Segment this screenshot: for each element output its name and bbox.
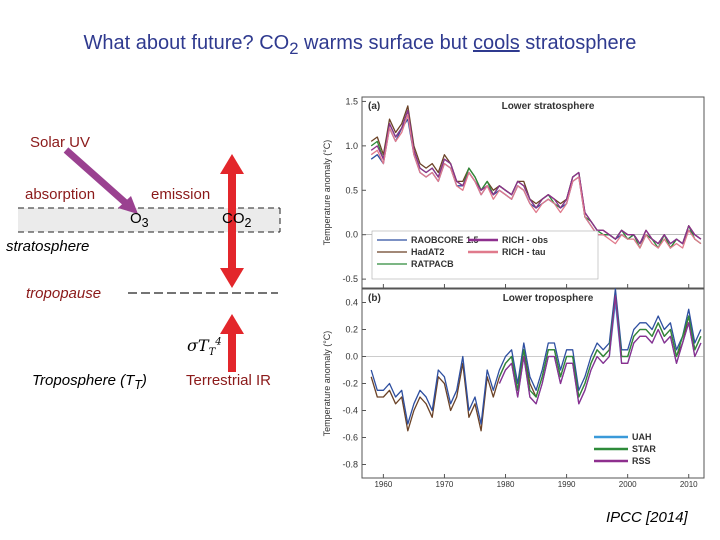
y-tick-label: 0.2 <box>345 325 358 335</box>
panel-title: Lower troposphere <box>503 293 594 304</box>
y-axis-label: Temperature anomaly (°C) <box>322 331 332 437</box>
legend-label: UAH <box>632 432 652 442</box>
y-tick-label: 1.0 <box>345 141 358 151</box>
legend-label: RATPACB <box>411 259 454 269</box>
solar-uv-label: Solar UV <box>30 134 91 151</box>
sigma-tt4-label: σTT4 <box>187 336 222 359</box>
legend-label: RSS <box>632 456 651 466</box>
y-tick-label: 0.4 <box>345 298 358 308</box>
y-tick-label: 0.5 <box>345 185 358 195</box>
x-tick-label: 2000 <box>619 480 637 489</box>
series-line-hadat2 <box>370 105 702 249</box>
tropopause-label: tropopause <box>26 285 102 302</box>
series-line-unnamed <box>370 288 702 425</box>
series-line-star <box>498 295 702 398</box>
x-tick-label: 1980 <box>497 480 515 489</box>
panel-label: (b) <box>368 293 381 304</box>
y-tick-label: -0.8 <box>342 460 358 470</box>
y-tick-label: -0.4 <box>342 406 358 416</box>
series-line-rich---obs <box>370 109 702 245</box>
terrestrial-ir-label: Terrestrial IR <box>186 372 272 389</box>
legend-label: RICH - obs <box>502 235 548 245</box>
y-tick-label: 0.0 <box>345 230 358 240</box>
emission-label: emission <box>151 186 211 203</box>
series-line-rss <box>498 295 702 405</box>
y-tick-label: -0.5 <box>342 274 358 284</box>
co2-label: CO2 <box>222 210 252 230</box>
legend-label: STAR <box>632 444 656 454</box>
y-tick-label: -0.2 <box>342 379 358 389</box>
solar-uv-arrow <box>63 147 131 208</box>
y-tick-label: 0.0 <box>345 352 358 362</box>
panel-frame <box>361 96 705 289</box>
absorption-label: absorption <box>25 186 96 203</box>
y-tick-label: -0.6 <box>342 433 358 443</box>
panel-title: Lower stratosphere <box>502 101 595 112</box>
o3-label: O3 <box>130 210 149 230</box>
series-line-ratpacb <box>370 109 702 249</box>
legend-label: HadAT2 <box>411 247 444 257</box>
y-axis-label: Temperature anomaly (°C) <box>322 140 332 246</box>
x-tick-label: 1990 <box>558 480 576 489</box>
legend-box <box>371 230 599 280</box>
stratosphere-band <box>18 208 280 232</box>
troposphere-label: Troposphere (TT) <box>32 372 147 392</box>
legend-label: RAOBCORE 1.5 <box>411 235 479 245</box>
x-tick-label: 1970 <box>436 480 454 489</box>
panel-label: (a) <box>368 101 380 112</box>
series-line-unnamed <box>370 295 702 432</box>
stratosphere-label: stratosphere <box>6 238 90 255</box>
x-tick-label: 2010 <box>680 480 698 489</box>
series-line-rich---tau <box>370 114 702 249</box>
slide-title: What about future? CO2 warms surface but… <box>83 32 637 58</box>
legend-label: RICH - tau <box>502 247 546 257</box>
y-tick-label: 1.5 <box>345 96 358 106</box>
series-line-raobcore-1.5 <box>370 118 702 245</box>
citation: IPCC [2014] <box>606 509 688 526</box>
x-tick-label: 1960 <box>374 480 392 489</box>
